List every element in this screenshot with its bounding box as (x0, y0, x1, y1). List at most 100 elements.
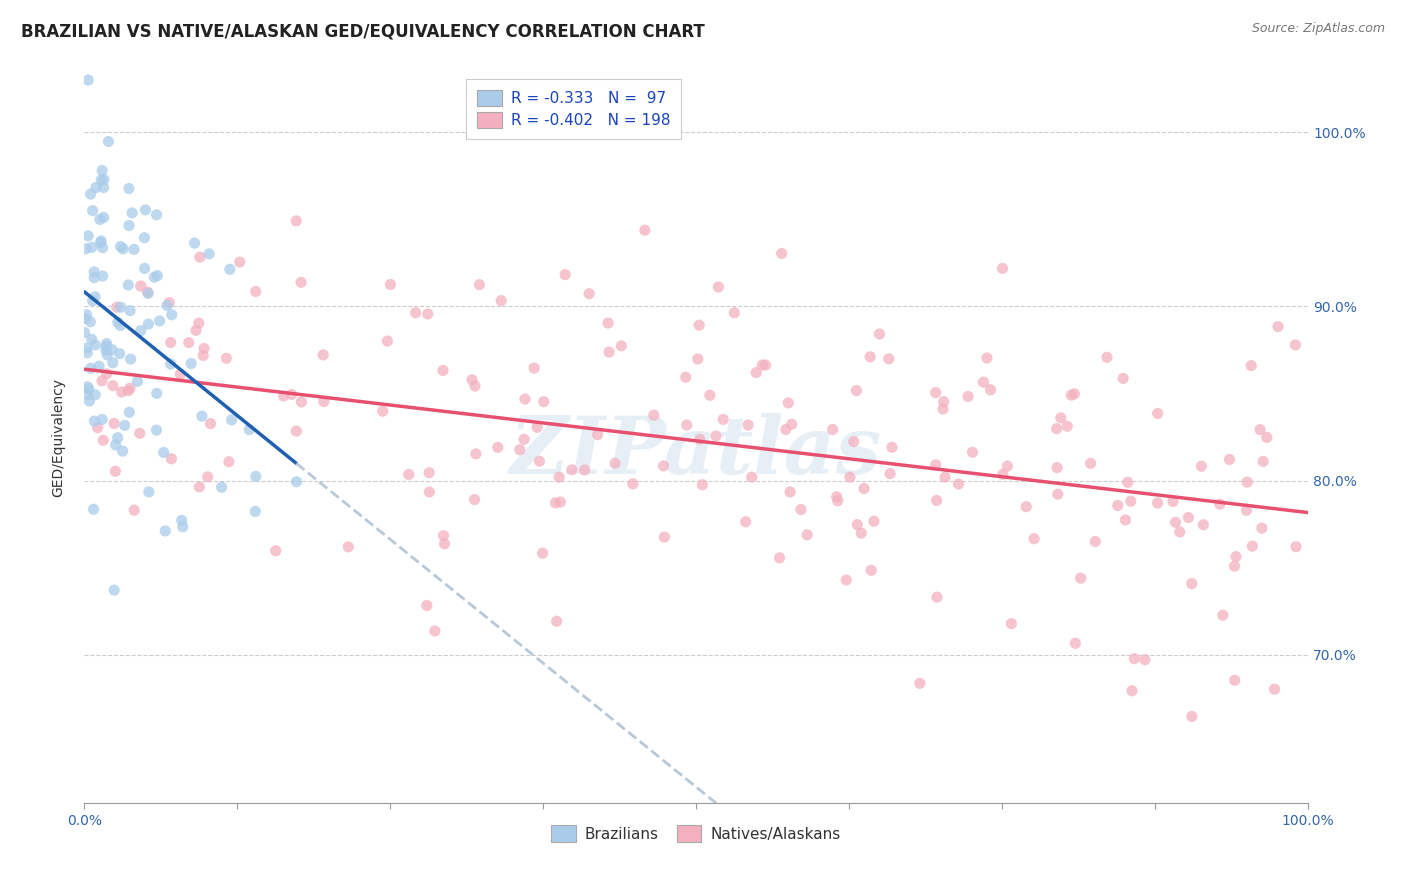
Point (853, 482, 876, 496)
Point (211, 480, 233, 494)
Point (280, 387, 302, 401)
Point (77, 73, 100, 87)
Point (523, 361, 546, 376)
Point (110, 239, 132, 253)
Point (1121, 683, 1143, 698)
Point (770, 246, 793, 260)
Point (117, 277, 139, 292)
Point (138, 317, 160, 331)
Point (89, 212, 111, 227)
Point (145, 423, 167, 437)
Point (1225, 549, 1247, 564)
Point (107, 315, 129, 329)
Point (513, 392, 536, 406)
Point (76, 341, 98, 355)
Point (1084, 534, 1107, 549)
Point (546, 614, 568, 628)
Point (1177, 510, 1199, 524)
Point (835, 573, 858, 587)
Point (707, 280, 730, 294)
Point (104, 438, 127, 452)
Point (111, 384, 134, 399)
Point (1191, 459, 1213, 474)
Point (188, 250, 211, 264)
Point (218, 455, 240, 469)
Point (796, 528, 818, 542)
Point (689, 432, 711, 446)
Point (768, 550, 790, 565)
Point (91, 374, 114, 388)
Point (229, 255, 252, 269)
Point (533, 394, 555, 409)
Point (418, 466, 440, 480)
Point (134, 261, 156, 276)
Point (1116, 475, 1139, 490)
Point (1284, 338, 1306, 352)
Point (1060, 388, 1083, 402)
Point (82, 293, 104, 308)
Point (991, 467, 1014, 482)
Point (97, 135, 120, 149)
Point (1241, 539, 1264, 553)
Point (103, 583, 125, 598)
Point (94, 339, 117, 353)
Point (1046, 487, 1069, 501)
Point (200, 417, 222, 431)
Point (1056, 419, 1078, 434)
Point (83, 414, 105, 428)
Point (1015, 500, 1038, 514)
Point (159, 335, 181, 350)
Point (741, 470, 763, 484)
Point (77, 228, 100, 243)
Point (979, 383, 1001, 397)
Point (1050, 410, 1073, 425)
Point (89, 235, 111, 250)
Point (197, 470, 219, 484)
Point (561, 463, 583, 477)
Point (1240, 359, 1263, 373)
Point (780, 417, 803, 432)
Point (652, 458, 675, 473)
Point (1045, 422, 1067, 436)
Point (198, 247, 221, 261)
Point (83, 502, 105, 516)
Point (337, 540, 360, 554)
Point (75, 311, 97, 326)
Point (486, 441, 509, 455)
Point (948, 477, 970, 491)
Point (1212, 608, 1234, 623)
Point (468, 277, 491, 292)
Point (1236, 475, 1258, 489)
Point (90, 234, 112, 248)
Point (554, 268, 576, 282)
Point (688, 318, 710, 333)
Point (1285, 540, 1308, 554)
Point (908, 676, 931, 690)
Point (1249, 423, 1271, 437)
Point (973, 375, 995, 389)
Point (245, 504, 267, 518)
Point (1114, 513, 1136, 527)
Point (91, 163, 114, 178)
Point (101, 378, 124, 392)
Point (193, 342, 215, 356)
Point (464, 379, 486, 393)
Point (118, 181, 141, 195)
Point (152, 445, 174, 459)
Point (489, 293, 512, 308)
Point (779, 485, 801, 500)
Point (1251, 454, 1274, 468)
Point (90, 173, 112, 187)
Point (83, 270, 105, 285)
Point (108, 346, 131, 360)
Point (93, 211, 115, 225)
Point (1164, 516, 1187, 530)
Point (610, 339, 633, 353)
Point (1046, 460, 1069, 475)
Point (87, 359, 110, 374)
Point (184, 323, 207, 337)
Point (96, 367, 118, 381)
Point (107, 431, 129, 445)
Point (1264, 682, 1286, 697)
Point (80, 332, 103, 346)
